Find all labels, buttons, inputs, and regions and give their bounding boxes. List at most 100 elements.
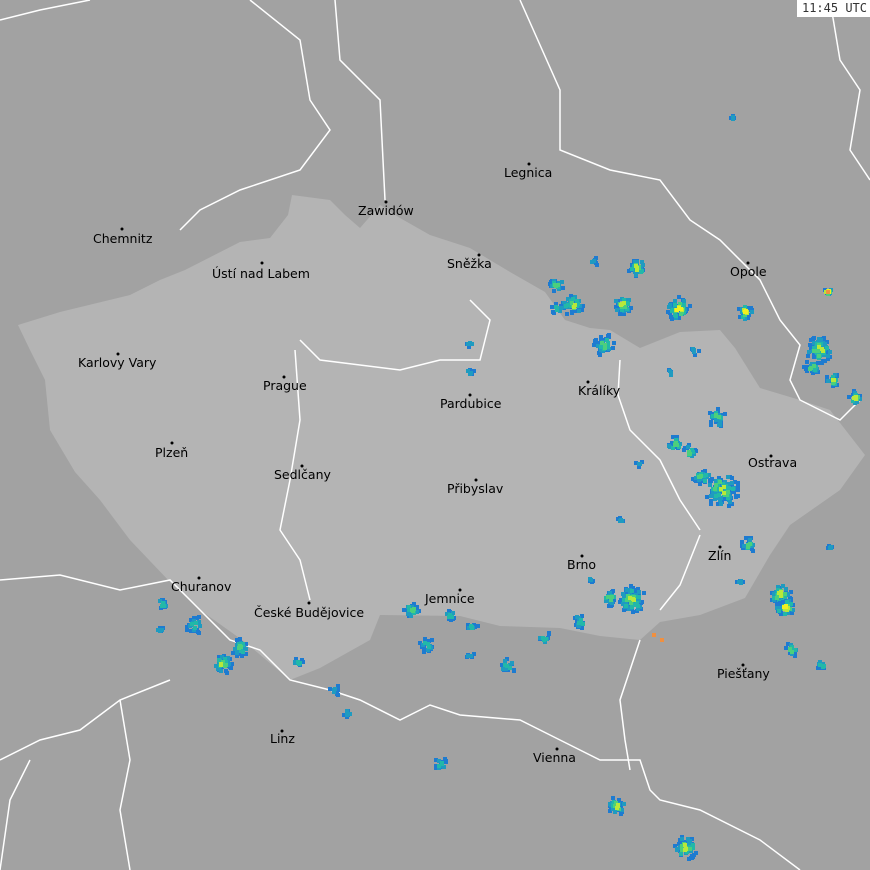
city-dot (458, 588, 462, 592)
city-dot (170, 441, 174, 445)
city-dot (474, 478, 478, 482)
radar-echo-cell (465, 652, 476, 659)
radar-echo-pixel (660, 638, 664, 642)
city-label: České Budějovice (254, 605, 364, 620)
radar-echo-cell (634, 460, 644, 469)
radar-echo-cell (466, 623, 480, 630)
radar-echo-cell (465, 341, 474, 349)
radar-echo-cell (538, 631, 551, 644)
radar-echo-cell (328, 684, 340, 697)
radar-echo-cell (550, 302, 563, 315)
radar-echo-cell (548, 279, 565, 293)
city-label: Pardubice (440, 396, 502, 411)
radar-echo-cell (667, 368, 673, 377)
city-labels: Legnica Zawidów Chemnitz Ústí nad Labem Sněž… (78, 162, 797, 765)
city-label: Ústí nad Labem (212, 266, 310, 281)
czech-republic-area (18, 195, 865, 680)
city-label: Ostrava (748, 455, 797, 470)
city-dot (300, 464, 304, 468)
city-label: Piešťany (717, 666, 770, 681)
radar-echo-cell (293, 657, 305, 667)
radar-echo-cell (500, 657, 516, 673)
radar-echo-cell (666, 295, 692, 321)
radar-echo-cell (616, 516, 625, 523)
radar-echo-cell (418, 637, 434, 654)
radar-echo-cell (775, 599, 795, 616)
radar-echo-cell (614, 297, 633, 316)
city-dot (197, 576, 201, 580)
radar-echo-pixel (652, 633, 656, 637)
city-dot (741, 663, 745, 667)
city-dot (116, 352, 120, 356)
city-dot (280, 729, 284, 733)
city-label: Zlín (708, 548, 731, 563)
city-label: Opole (730, 264, 767, 279)
city-dot (468, 393, 472, 397)
radar-echo-cell (691, 469, 712, 486)
city-dot (527, 162, 531, 166)
radar-echo-cell (434, 757, 448, 770)
radar-echo-cell (590, 256, 599, 267)
city-dot (718, 545, 722, 549)
city-label: Jemnice (424, 591, 475, 606)
radar-echo-cell (806, 336, 832, 365)
radar-echo-cell (342, 709, 352, 719)
city-dot (580, 554, 584, 558)
radar-echo-cell (158, 598, 168, 610)
city-dot (384, 200, 388, 204)
radar-echo-cell (690, 347, 701, 357)
radar-echo-cell (231, 637, 248, 658)
radar-echo-cell (816, 660, 826, 670)
radar-echo-cell (627, 259, 645, 278)
radar-echo-cell (402, 602, 421, 618)
timestamp: 11:45 UTC (796, 0, 870, 17)
radar-echo-cell (673, 835, 698, 861)
radar-echo-cell (802, 360, 820, 375)
radar-echo-cell (737, 305, 754, 321)
radar-echo-cell (823, 288, 833, 296)
city-label: Zawidów (358, 203, 414, 218)
radar-echo-cell (156, 626, 165, 633)
city-label: Prague (263, 378, 307, 393)
radar-echo-cell (185, 615, 202, 635)
city-dot (282, 375, 286, 379)
radar-echo-cell (847, 389, 862, 405)
radar-echo-cell (573, 614, 585, 630)
radar-echo-cell (740, 536, 755, 553)
radar-echo-cell (826, 544, 834, 550)
city-label: Legnica (504, 165, 552, 180)
city-label: Linz (270, 731, 295, 746)
radar-echo-cell (705, 475, 740, 508)
radar-echo-cell (608, 796, 626, 816)
city-dot (555, 747, 559, 751)
radar-echo-cell (214, 654, 234, 675)
radar-echo-cell (667, 435, 682, 450)
city-dot (746, 261, 750, 265)
city-label: Plzeň (155, 445, 188, 460)
city-dot (769, 454, 773, 458)
city-label: Sedlčany (274, 467, 331, 482)
city-dot (120, 227, 124, 231)
city-label: Churanov (171, 579, 232, 594)
radar-echo-cell (618, 584, 646, 614)
radar-echo-cell (561, 294, 585, 316)
radar-echo-cell (735, 579, 745, 585)
radar-echo-cell (708, 407, 727, 428)
radar-echo-cell (604, 589, 616, 608)
radar-echo-cell (466, 368, 476, 376)
radar-echo-cell (729, 114, 736, 121)
radar-echo-cell (592, 333, 616, 357)
city-dot (586, 380, 590, 384)
city-label: Karlovy Vary (78, 355, 157, 370)
radar-echoes (156, 114, 862, 861)
city-dot (477, 253, 481, 257)
city-label: Sněžka (447, 256, 492, 271)
city-dot (260, 261, 264, 265)
city-label: Brno (567, 557, 596, 572)
city-label: Králíky (578, 383, 621, 398)
radar-echo-cell (825, 373, 839, 388)
radar-echo-cell (588, 577, 595, 584)
